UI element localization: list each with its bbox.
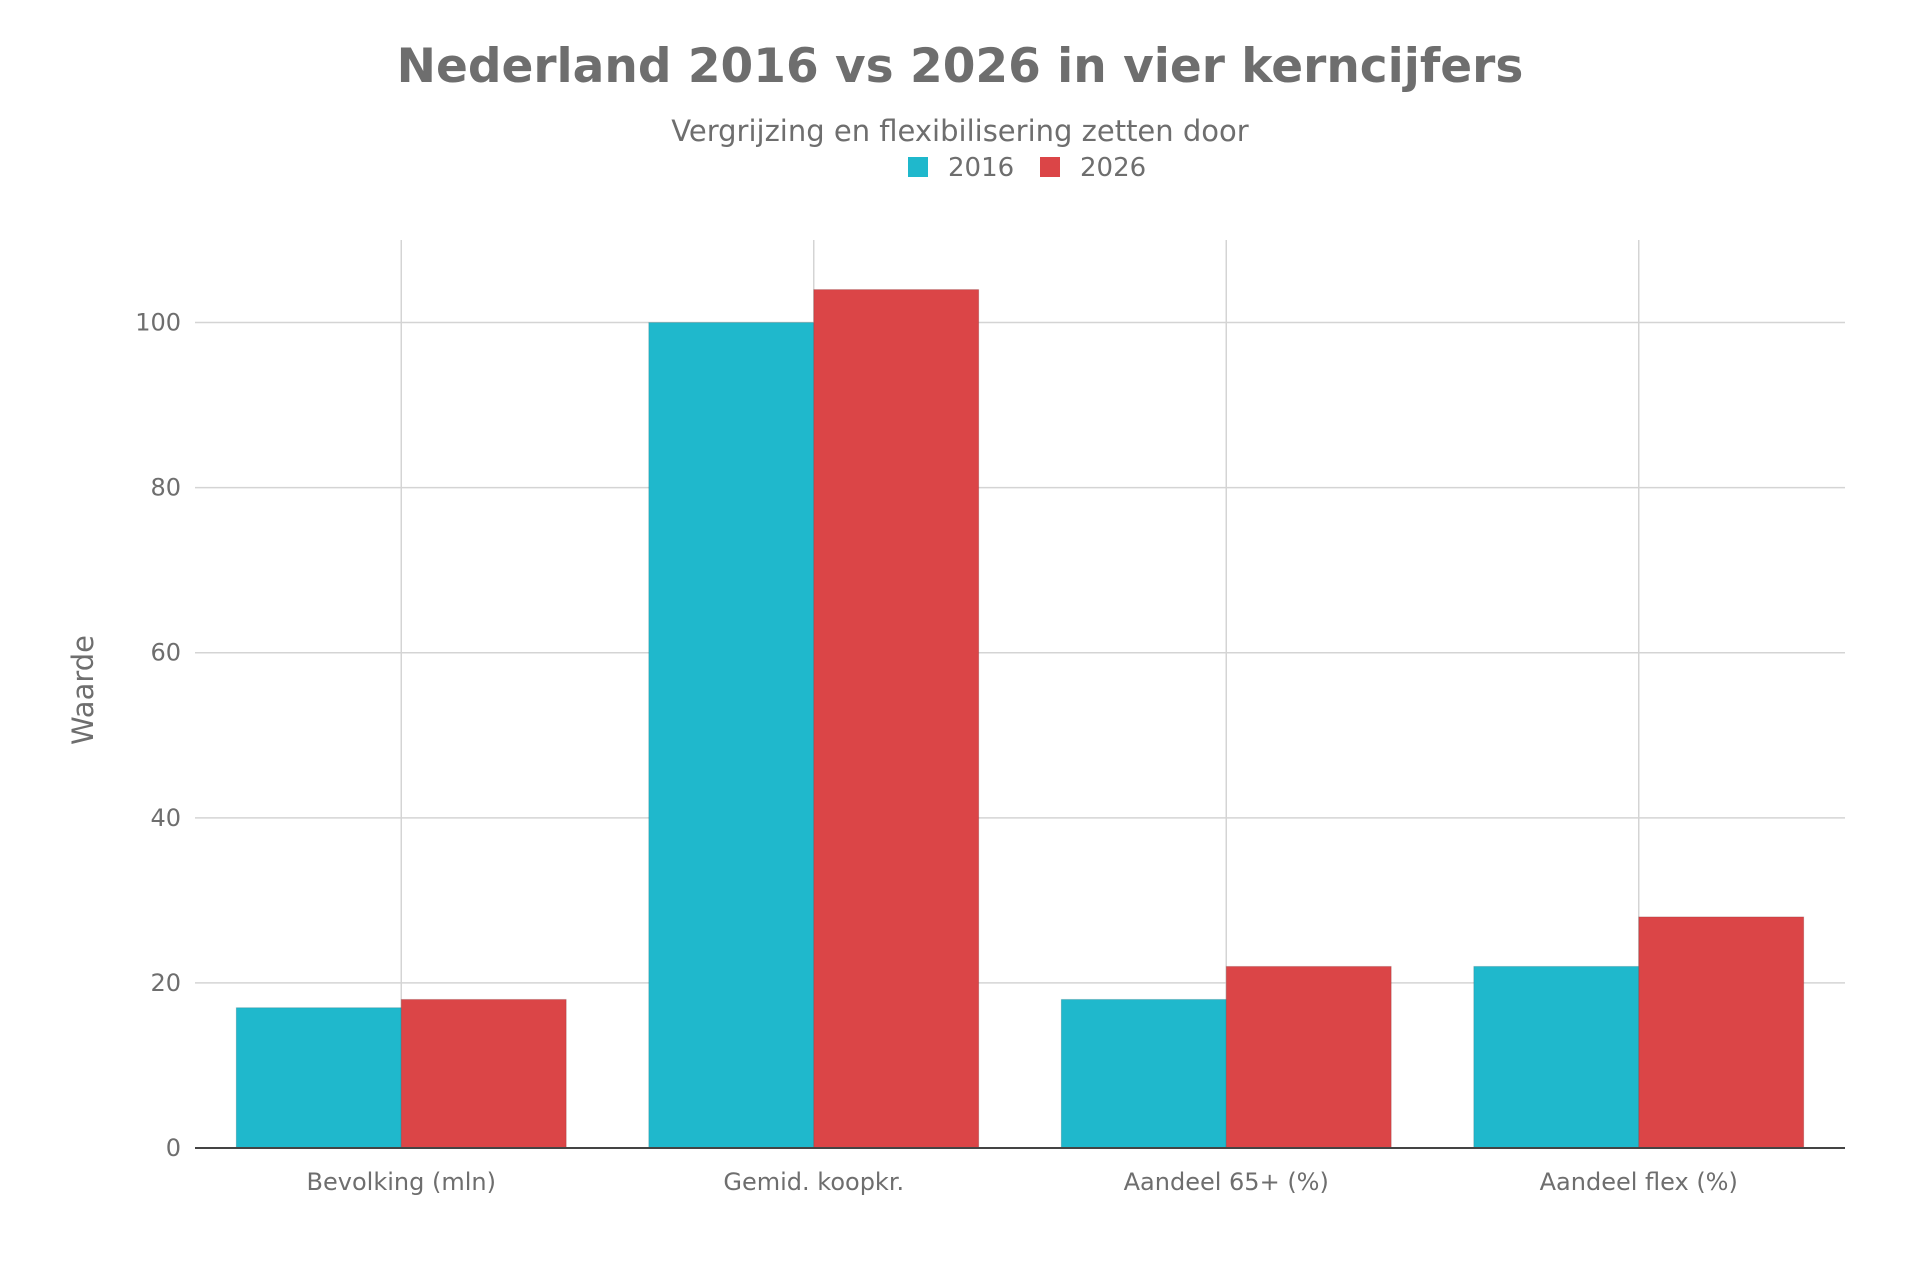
y-tick-label: 20 (150, 969, 181, 997)
legend-swatch-2026 (1040, 157, 1060, 177)
bar-2016-2 (1060, 998, 1227, 1149)
bar-2026-3 (1638, 916, 1805, 1149)
x-tick-label: Gemid. koopkr. (723, 1168, 904, 1196)
bar-2026-2 (1225, 965, 1392, 1149)
y-tick-label: 100 (135, 309, 181, 337)
y-tick-label: 80 (150, 474, 181, 502)
bar-2026-1 (813, 289, 980, 1149)
x-tick-label: Aandeel flex (%) (1540, 1168, 1738, 1196)
x-tick-label: Bevolking (mln) (307, 1168, 496, 1196)
bars (235, 289, 1805, 1149)
chart-subtitle: Vergrijzing en flexibilisering zetten do… (671, 114, 1248, 148)
legend: 2016 2026 (908, 153, 1146, 183)
bar-2016-1 (648, 322, 815, 1149)
gridlines (195, 240, 1845, 1148)
bar-2016-0 (235, 1007, 402, 1149)
legend-swatch-2016 (908, 157, 928, 177)
y-tick-label: 40 (150, 804, 181, 832)
axes: 0 20 40 60 80 100 Bevolking (mln) Gemid. koopkr… (135, 309, 1845, 1196)
legend-label-2026: 2026 (1080, 153, 1146, 183)
y-axis-title: Waarde (66, 635, 100, 745)
y-tick-label: 60 (150, 639, 181, 667)
bar-2016-3 (1473, 965, 1640, 1149)
chart-title: Nederland 2016 vs 2026 in vier kerncijfe… (397, 39, 1524, 94)
legend-label-2016: 2016 (948, 153, 1014, 183)
x-tick-label: Aandeel 65+ (%) (1124, 1168, 1329, 1196)
bar-2026-0 (400, 998, 567, 1149)
y-tick-label: 0 (166, 1134, 181, 1162)
